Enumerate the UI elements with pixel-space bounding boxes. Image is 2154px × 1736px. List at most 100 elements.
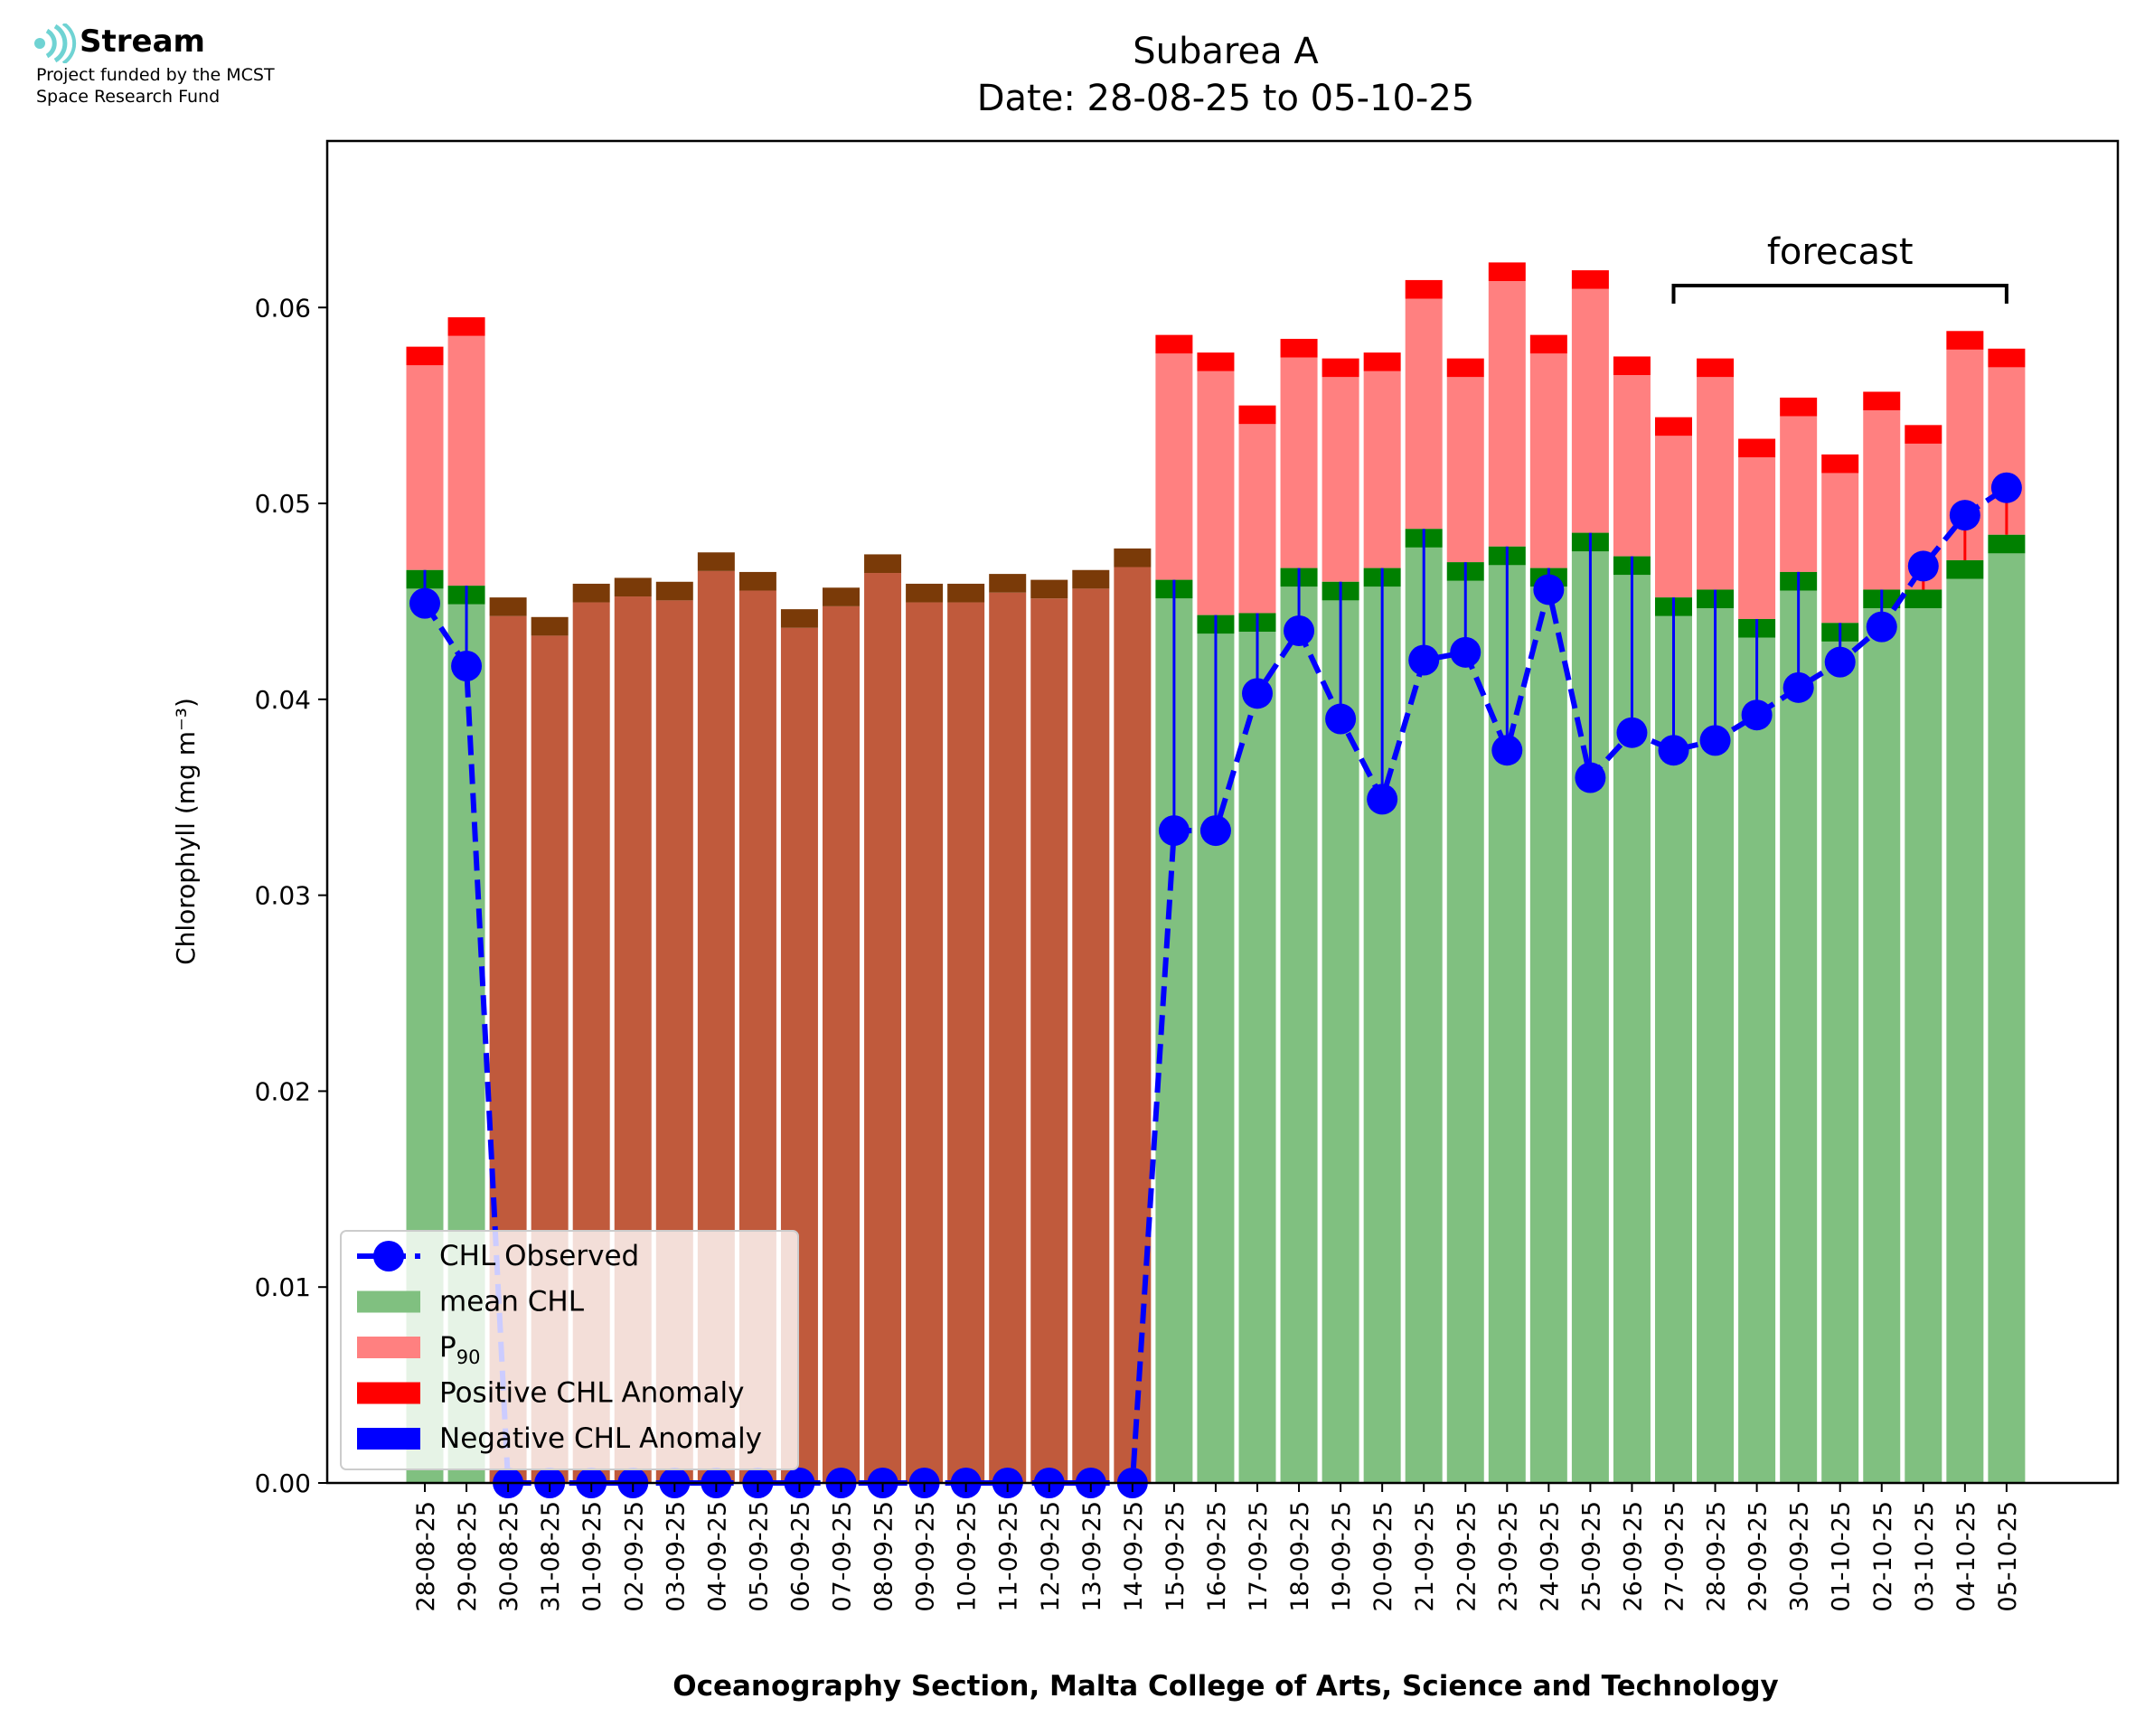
p90-bar-cap — [1238, 405, 1276, 425]
x-tick-label: 29-09-25 — [1745, 1501, 1773, 1612]
missing-bar-cap — [697, 552, 735, 571]
p90-bar — [1446, 377, 1484, 563]
chl-observed-point — [1158, 815, 1190, 847]
p90-bar — [1821, 473, 1859, 624]
chart-subtitle: Date: 28-08-25 to 05-10-25 — [977, 78, 1475, 119]
x-axis-label: Oceanography Section, Malta College of A… — [673, 1670, 1779, 1703]
legend-swatch — [357, 1337, 420, 1358]
missing-bar-cap — [906, 583, 944, 603]
x-tick-label: 14-09-25 — [1120, 1501, 1148, 1612]
x-tick-label: 29-08-25 — [454, 1501, 482, 1612]
mean-chl-bar — [1405, 547, 1443, 1484]
missing-bar-cap — [1114, 548, 1152, 568]
y-tick-label: 0.02 — [255, 1076, 311, 1106]
p90-bar-cap — [1780, 397, 1818, 417]
missing-bar-cap — [1030, 579, 1068, 599]
p90-bar-cap — [1821, 454, 1859, 474]
x-tick-label: 18-09-25 — [1286, 1501, 1314, 1612]
chl-observed-point — [1824, 646, 1856, 678]
chl-observed-point — [1699, 725, 1731, 756]
mean-chl-bar — [1238, 632, 1276, 1483]
legend-swatch — [357, 1382, 420, 1404]
p90-bar — [1405, 298, 1443, 530]
p90-bar — [1155, 353, 1193, 580]
p90-bar-cap — [1613, 356, 1651, 376]
x-tick-label: 30-08-25 — [495, 1501, 523, 1612]
chl-observed-point — [1658, 735, 1689, 766]
x-tick-label: 06-09-25 — [786, 1501, 814, 1612]
missing-bar-cap — [738, 571, 776, 591]
x-tick-label: 11-09-25 — [995, 1501, 1023, 1612]
y-tick-label: 0.01 — [255, 1272, 311, 1302]
missing-bar-cap — [864, 554, 902, 574]
logo-funding-line-1: Project funded by the MCST — [36, 65, 275, 85]
x-tick-label: 21-09-25 — [1411, 1501, 1439, 1612]
legend-box — [340, 1230, 799, 1470]
mean-chl-bar — [1738, 637, 1776, 1483]
y-tick-label: 0.04 — [255, 685, 311, 715]
p90-bar — [1322, 377, 1359, 582]
p90-bar — [1571, 288, 1609, 533]
chl-observed-point — [409, 587, 440, 619]
legend-swatch — [357, 1428, 420, 1450]
x-tick-label: 01-10-25 — [1828, 1501, 1856, 1612]
x-tick-label: 15-09-25 — [1162, 1501, 1190, 1612]
x-tick-label: 05-10-25 — [1994, 1501, 2022, 1612]
x-tick-label: 02-10-25 — [1869, 1501, 1897, 1612]
x-tick-label: 04-09-25 — [703, 1501, 731, 1612]
chl-observed-point — [1408, 644, 1440, 676]
p90-bar-cap — [1697, 358, 1735, 378]
x-tick-label: 10-09-25 — [954, 1501, 982, 1612]
mean-chl-bar — [1280, 586, 1318, 1483]
p90-bar — [447, 335, 485, 586]
x-tick-label: 22-09-25 — [1453, 1501, 1481, 1612]
x-tick-label: 20-09-25 — [1369, 1501, 1397, 1612]
p90-bar-cap — [1571, 270, 1609, 289]
p90-bar-cap — [1529, 334, 1567, 354]
missing-bar-cap — [989, 574, 1027, 593]
mean-chl-bar — [1863, 608, 1901, 1483]
y-axis-label: Chlorophyll (mg m⁻³) — [171, 698, 201, 965]
p90-bar-cap — [1155, 334, 1193, 354]
chl-observed-point — [1367, 784, 1398, 815]
y-tick-label: 0.05 — [255, 489, 311, 519]
missing-bar — [864, 573, 902, 1483]
p90-bar-cap — [1863, 391, 1901, 411]
legend-label: Negative CHL Anomaly — [439, 1422, 762, 1455]
p90-bar-cap — [1905, 425, 1942, 444]
p90-bar-cap — [1322, 358, 1359, 378]
logo-funding-line-2: Space Research Fund — [36, 87, 221, 107]
chl-observed-point — [1990, 472, 2022, 503]
missing-bar-cap — [489, 597, 527, 616]
legend-swatch — [357, 1290, 420, 1313]
chl-observed-point — [1575, 762, 1606, 793]
chl-observed-point — [1242, 678, 1273, 709]
x-tick-label: 13-09-25 — [1078, 1501, 1106, 1612]
p90-bar — [1529, 353, 1567, 568]
p90-bar-cap — [1405, 279, 1443, 299]
x-tick-label: 01-09-25 — [578, 1501, 607, 1612]
p90-bar-cap — [447, 317, 485, 336]
x-tick-label: 16-09-25 — [1203, 1501, 1231, 1612]
x-tick-label: 02-09-25 — [620, 1501, 648, 1612]
x-tick-label: 12-09-25 — [1037, 1501, 1065, 1612]
p90-bar-cap — [1988, 348, 2026, 368]
p90-bar — [1238, 424, 1276, 614]
legend-label: mean CHL — [439, 1286, 585, 1318]
p90-bar-cap — [1946, 331, 1984, 350]
p90-bar — [1780, 416, 1818, 572]
p90-bar-cap — [1363, 352, 1401, 371]
chl-observed-point — [1782, 671, 1814, 703]
p90-bar — [1697, 377, 1735, 590]
mean-chl-bar-cap — [1946, 559, 1984, 579]
mean-chl-bar — [1446, 580, 1484, 1483]
missing-bar-cap — [823, 587, 860, 606]
x-tick-label: 07-09-25 — [829, 1501, 857, 1612]
missing-bar-cap — [614, 577, 652, 597]
missing-bar — [1072, 588, 1110, 1483]
plot-frame — [325, 139, 2120, 1485]
chl-observed-point — [1199, 815, 1231, 847]
p90-bar — [1655, 436, 1692, 598]
mean-chl-bar-cap — [1988, 534, 2026, 554]
p90-bar-cap — [1446, 358, 1484, 378]
